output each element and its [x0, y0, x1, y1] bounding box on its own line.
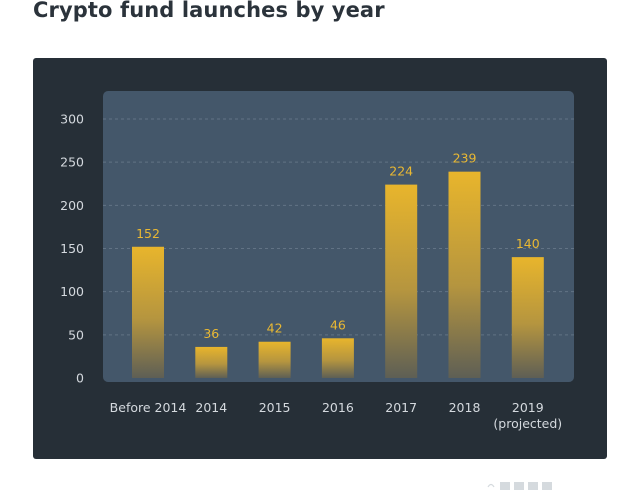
bar-4	[385, 184, 418, 378]
y-tick-label-0: 0	[76, 371, 84, 386]
x-tick-label-1: 2014	[195, 400, 227, 415]
bar-0	[132, 246, 164, 378]
y-tick-label-200: 200	[60, 198, 84, 213]
y-axis-ticks: 0 50 100 150 200 250 300	[60, 112, 84, 386]
x-tick-label-3: 2016	[322, 400, 354, 415]
data-label-1: 36	[203, 326, 219, 341]
y-tick-label-150: 150	[60, 241, 84, 256]
x-tick-label-6-line-1: (projected)	[493, 416, 562, 431]
x-tick-label-2: 2015	[259, 400, 291, 415]
bar-2	[258, 341, 291, 378]
y-tick-label-250: 250	[60, 155, 84, 170]
data-label-5: 239	[453, 151, 477, 166]
y-tick-label-50: 50	[68, 327, 84, 342]
data-label-0: 152	[136, 226, 160, 241]
data-label-6: 140	[516, 236, 540, 251]
plot-area	[103, 91, 574, 382]
y-tick-label-300: 300	[60, 112, 84, 127]
page-title: Crypto fund launches by year	[33, 0, 385, 22]
watermark-logo	[487, 482, 552, 490]
x-tick-label-0: Before 2014	[110, 400, 187, 415]
bar-3	[321, 338, 354, 378]
y-tick-label-100: 100	[60, 284, 84, 299]
data-label-4: 224	[389, 164, 413, 179]
bars	[132, 171, 544, 378]
data-labels: 152 36 42 46 224 239 140	[136, 151, 540, 341]
data-label-3: 46	[330, 317, 346, 332]
gridlines	[103, 118, 574, 336]
bar-6	[511, 257, 544, 378]
data-label-2: 42	[267, 321, 283, 336]
bar-5	[448, 171, 481, 378]
x-tick-label-6-line-0: 2019	[512, 400, 544, 415]
bar-1	[195, 346, 228, 378]
x-tick-label-4: 2017	[385, 400, 417, 415]
x-axis-ticks: Before 2014 2014 2015 2016 2017 2018 2019(proj…	[110, 400, 563, 431]
x-tick-label-5: 2018	[449, 400, 481, 415]
